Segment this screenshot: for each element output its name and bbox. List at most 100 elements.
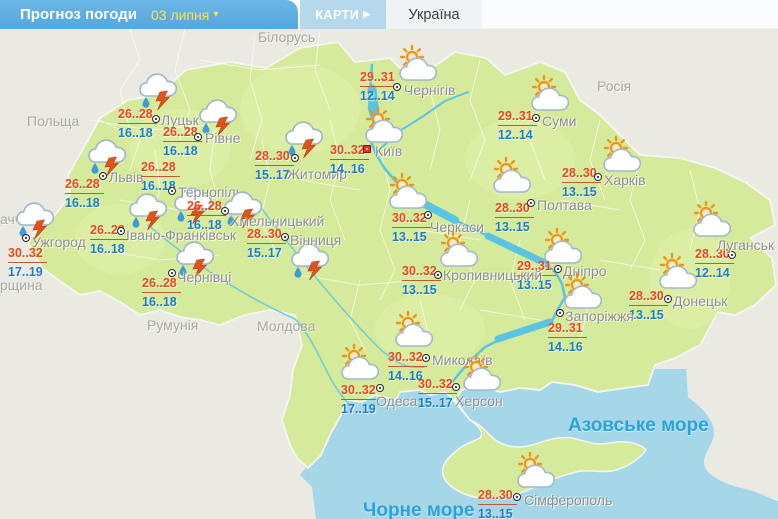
city-name[interactable]: Одеса (376, 393, 418, 409)
city-marker[interactable] (393, 83, 401, 91)
header-spacer (482, 0, 778, 29)
night-temp: 13..15 (478, 506, 513, 519)
day-temp: 29..31 (498, 110, 537, 126)
city-name[interactable]: Запоріжжя (565, 308, 634, 324)
night-temp: 15..17 (255, 167, 290, 182)
day-temp: 30..32 (388, 351, 427, 367)
city-name[interactable]: Харків (604, 172, 646, 188)
city-name[interactable]: Луганськ (717, 237, 775, 253)
day-temp: 29..31 (548, 322, 587, 338)
city-marker[interactable] (424, 211, 432, 219)
city-name[interactable]: Івано-Франківськ (126, 227, 237, 243)
city-marker[interactable] (422, 354, 430, 362)
city-marker[interactable] (168, 187, 176, 195)
chevron-right-icon: ▶ (363, 9, 371, 19)
temperature-block: 30..32 13..15 (392, 212, 431, 243)
temperature-block: 30..32 17..19 (8, 247, 47, 278)
city-name[interactable]: Тернопіль (178, 184, 244, 200)
sea-label: Азовське море (568, 415, 709, 436)
day-temp: 28..30 (495, 202, 534, 218)
day-temp: 26..28 (90, 224, 129, 240)
temperature-block: 30..32 13..15 (402, 265, 441, 296)
country-label: Румунія (147, 317, 199, 333)
night-temp: 13..15 (402, 282, 437, 297)
day-temp: 28..30 (629, 290, 668, 306)
night-temp: 15..17 (247, 245, 282, 260)
city-name[interactable]: Рівне (205, 130, 241, 146)
city-marker[interactable] (532, 114, 540, 122)
city-name[interactable]: Суми (542, 113, 577, 129)
city-name[interactable]: Хмельницький (230, 213, 325, 229)
city-marker[interactable] (221, 207, 229, 215)
city-marker[interactable] (554, 265, 562, 273)
city-name[interactable]: Луцьк (161, 112, 199, 128)
city-marker[interactable] (452, 383, 460, 391)
city-marker[interactable] (527, 199, 535, 207)
tab-ukraine[interactable]: Україна (386, 0, 482, 29)
city-name[interactable]: Чернівці (177, 269, 232, 285)
night-temp: 16..18 (141, 178, 176, 193)
city-marker[interactable] (556, 309, 564, 317)
country-label: Росія (597, 78, 632, 94)
day-temp: 30..32 (330, 144, 369, 160)
city-marker[interactable] (664, 295, 672, 303)
temperature-block: 26..28 16..18 (141, 161, 180, 192)
city-name[interactable]: Львів (109, 169, 144, 185)
city-marker[interactable] (99, 172, 107, 180)
city-name[interactable]: Житомир (287, 166, 348, 182)
temperature-block: 30..32 15..17 (418, 378, 457, 409)
day-temp: 30..32 (341, 384, 380, 400)
temperature-block: 28..30 15..17 (255, 150, 294, 181)
night-temp: 13..15 (392, 229, 427, 244)
weather-map: Білорусь Росія Польща аччина рщина Румун… (0, 29, 778, 519)
city-name[interactable]: Чернігів (404, 82, 456, 98)
city-name[interactable]: Донецьк (673, 293, 728, 309)
city-name[interactable]: Київ (375, 143, 403, 159)
night-temp: 17..19 (341, 401, 376, 416)
page-title: Прогноз погоди (20, 6, 137, 23)
night-temp: 13..15 (562, 184, 597, 199)
night-temp: 13..15 (517, 277, 552, 292)
city-marker[interactable] (117, 227, 125, 235)
day-temp: 30..32 (392, 212, 431, 228)
city-name[interactable]: Сімферополь (524, 492, 613, 508)
city-name[interactable]: Миколаїв (432, 352, 493, 368)
country-label: Білорусь (258, 29, 316, 45)
city-marker[interactable] (376, 384, 384, 392)
temperature-block: 28..30 13..15 (562, 167, 601, 198)
city-name[interactable]: Херсон (455, 393, 503, 409)
maps-button[interactable]: КАРТИ ▶ (300, 0, 386, 29)
city-name[interactable]: Кропивницький (443, 267, 543, 283)
city-marker[interactable] (363, 145, 371, 153)
city-name[interactable]: Ужгород (32, 234, 86, 250)
country-label: Польща (27, 113, 80, 129)
city-marker[interactable] (594, 173, 602, 181)
city-marker[interactable] (281, 233, 289, 241)
city-marker[interactable] (22, 234, 30, 242)
temperature-block: 28..30 13..15 (495, 202, 534, 233)
city-marker[interactable] (194, 133, 202, 141)
city-marker[interactable] (513, 493, 521, 501)
city-marker[interactable] (728, 251, 736, 259)
city-name[interactable]: Полтава (537, 197, 592, 213)
city-marker[interactable] (168, 269, 176, 277)
city-name[interactable]: Вінниця (290, 232, 342, 248)
day-temp: 29..31 (517, 260, 556, 276)
maps-button-label: КАРТИ (315, 7, 360, 22)
city-marker[interactable] (152, 115, 160, 123)
night-temp: 12..14 (695, 265, 730, 280)
city-marker[interactable] (291, 154, 299, 162)
forecast-header-bar: Прогноз погоди 03 липня ▾ (0, 0, 298, 29)
city-marker[interactable] (434, 271, 442, 279)
night-temp: 16..18 (187, 217, 222, 232)
sea-label: Чорне море (363, 500, 475, 519)
chevron-down-icon: ▾ (213, 9, 219, 20)
day-temp: 30..32 (402, 265, 441, 281)
date-selector[interactable]: 03 липня ▾ (151, 7, 218, 23)
header: Прогноз погоди 03 липня ▾ КАРТИ ▶ Україн… (0, 0, 778, 29)
temperature-block: 26..28 16..18 (163, 126, 202, 157)
temperature-block: 30..32 14..16 (330, 144, 369, 175)
city-name[interactable]: Черкаси (430, 219, 484, 235)
date-value: 03 липня (150, 6, 210, 23)
city-name[interactable]: Дніпро (563, 263, 607, 279)
